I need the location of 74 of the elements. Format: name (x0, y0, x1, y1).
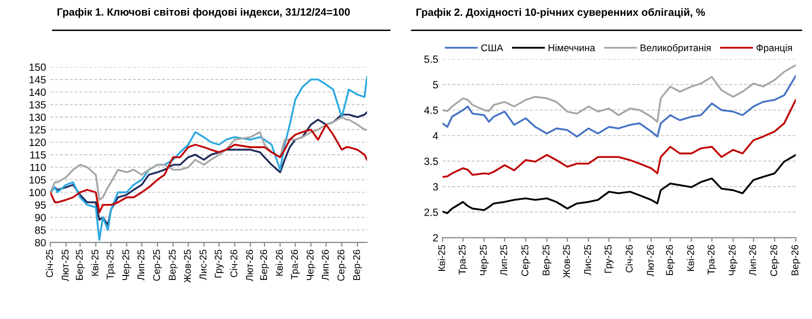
line-series (442, 154, 796, 214)
y-tick-label: 4.5 (424, 106, 438, 114)
y-tick-label: 3 (432, 183, 438, 190)
x-tick-label: Лют-26 (246, 250, 253, 282)
x-tick-label: Січ-26 (230, 250, 238, 278)
x-tick-label: Жов-25 (563, 245, 570, 278)
y-tick-label: 140 (30, 88, 46, 96)
y-tick-label: 150 (30, 63, 46, 71)
line-series (442, 74, 796, 138)
line-series (442, 98, 796, 178)
x-tick-label: Бер-26 (666, 245, 675, 276)
x-tick-label: Кві-26 (276, 250, 283, 276)
x-tick-label: Січ-25 (46, 250, 53, 278)
x-tick-label: Лис-25 (584, 245, 592, 276)
x-tick-label: Лип-26 (322, 250, 329, 280)
x-tick-label: Вер-25 (168, 250, 178, 280)
y-tick-label: 105 (30, 176, 46, 184)
x-tick-label: Вер-26 (791, 245, 800, 276)
legend-label: Франція (756, 44, 792, 54)
y-tick-label: 90 (35, 214, 46, 222)
x-tick-label: Тра-25 (106, 250, 116, 280)
x-tick-label: Гру-25 (214, 250, 224, 278)
y-tick-label: 85 (35, 226, 46, 234)
y-tick-label: 2 (433, 234, 438, 242)
x-tick-label: Сер-26 (337, 250, 346, 281)
x-tick-label: Лип-25 (137, 250, 144, 280)
x-tick-label: Лют-26 (646, 245, 654, 276)
x-tick-label: Тра-26 (291, 250, 300, 280)
x-tick-label: Чер-25 (480, 245, 489, 276)
y-tick-label: 95 (35, 201, 46, 209)
y-tick-label: 4 (432, 132, 438, 140)
y-tick-label: 80 (35, 238, 46, 246)
line-series (50, 124, 368, 214)
x-tick-label: Вер-25 (542, 245, 552, 276)
legend-label: Німеччина (548, 44, 596, 52)
y-tick-label: 100 (30, 188, 46, 196)
x-tick-label: Лис-25 (200, 250, 206, 280)
x-tick-label: Сер-26 (770, 245, 780, 276)
y-tick-label: 125 (30, 126, 46, 134)
x-tick-label: Лип-26 (749, 245, 756, 276)
x-tick-label: Лип-25 (500, 245, 508, 276)
x-tick-label: Чер-26 (728, 245, 738, 276)
y-tick-label: 145 (30, 76, 46, 84)
x-tick-label: Чер-26 (306, 250, 316, 280)
x-tick-label: Тра-25 (458, 245, 468, 275)
x-tick-label: Тра-26 (708, 245, 716, 275)
legend-label: Великобританія (640, 44, 711, 54)
line-series (50, 116, 368, 201)
y-tick-label: 115 (30, 151, 46, 159)
x-tick-label: Сер-25 (153, 250, 162, 281)
y-tick-label: 3.5 (424, 158, 438, 165)
x-tick-label: Вер-26 (353, 250, 362, 280)
x-tick-label: Сер-25 (521, 245, 530, 276)
y-tick-label: 5.5 (424, 56, 438, 63)
y-tick-label: 110 (30, 164, 46, 172)
x-tick-label: Лют-25 (62, 250, 69, 282)
x-tick-label: Гру-25 (604, 245, 614, 273)
x-tick-label: Кві-25 (438, 245, 446, 271)
y-tick-label: 2.5 (424, 208, 438, 216)
x-tick-label: Січ-26 (626, 245, 633, 272)
legend-label: США (481, 44, 504, 52)
x-tick-label: Бер-25 (76, 250, 85, 280)
y-tick-label: 130 (30, 114, 46, 121)
x-tick-label: Жов-25 (184, 250, 191, 283)
x-tick-label: Бер-26 (260, 250, 270, 280)
y-tick-label: 135 (30, 101, 46, 108)
y-tick-label: 120 (30, 138, 46, 146)
chart-title: Графік 2. Дохідності 10-річних суверенних облігацій, % (416, 8, 705, 18)
x-tick-label: Кві-26 (686, 245, 694, 271)
x-tick-label: Чер-25 (122, 250, 132, 280)
line-series (442, 64, 796, 123)
chart-title: Графік 1. Ключові світові фондові індекси, 31/12/24=100 (58, 8, 350, 18)
y-tick-label: 5 (432, 81, 438, 88)
x-tick-label: Кві-25 (91, 250, 98, 276)
